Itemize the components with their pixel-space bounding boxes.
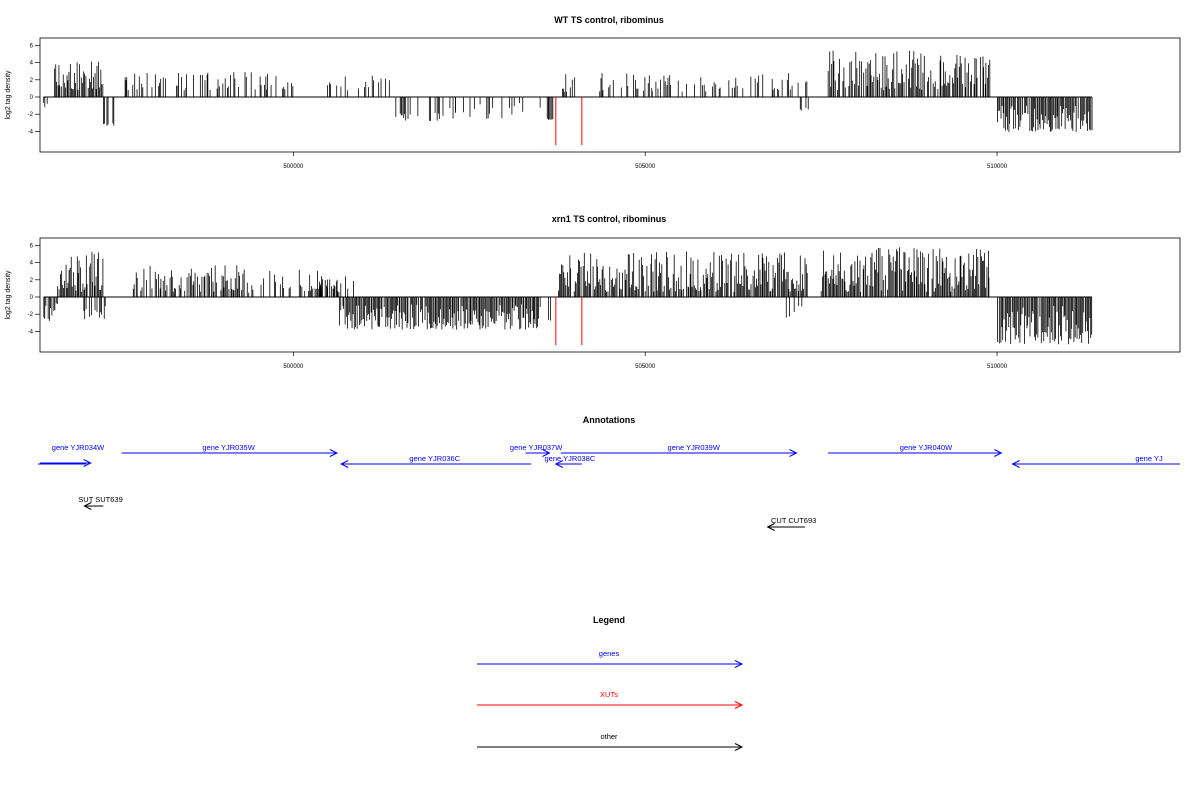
legend-label: other [600,732,618,741]
gene-label: gene YJR040W [900,443,953,452]
xrn1-plot-frame [39,237,1181,353]
gene-arrow [40,459,92,467]
gene-label: gene YJ [1135,454,1163,463]
wt-plot-frame [39,37,1181,153]
xrn1-x-tick-label: 510000 [987,364,1008,370]
xrn1-panel-title: xrn1 TS control, ribominus [552,214,667,224]
xrn1-y-tick-label: 6 [30,243,34,249]
gene-label: gene YJR036C [409,454,460,463]
gene-arrow [340,460,532,468]
wt-x-tick-label: 500000 [283,164,304,170]
wt-y-tick-label: 2 [30,78,34,84]
wt-x-tick-label: 510000 [987,164,1008,170]
wt-axes: -4 -2 0 2 4 6 500000 505000 510000 [28,43,1008,170]
xrn1-axes: -4 -2 0 2 4 6 500000 505000 510000 [28,243,1008,370]
legend-label: genes [599,649,620,658]
legend-arrow-0 [477,660,744,668]
xrn1-x-tick-label: 500000 [283,364,304,370]
xrn1-y-tick-label: 0 [30,295,34,301]
gene-label: gene YJR035W [202,443,255,452]
xrn1-y-tick-label: 4 [30,261,34,267]
wt-panel: WT TS control, ribominus log2 tag densit… [5,15,1181,170]
xrn1-x-tick-label: 505000 [635,364,656,370]
wt-panel-title: WT TS control, ribominus [554,15,664,25]
xrn1-panel: xrn1 TS control, ribominus log2 tag dens… [5,214,1181,370]
gene-arrow [525,449,551,457]
legend-arrow-1 [477,701,744,709]
xrn1-y-tick-label: -2 [28,312,34,318]
wt-y-tick-label: 0 [30,95,34,101]
legend-arrow-2 [477,743,744,751]
xrn1-y-tick-label: -4 [28,329,34,335]
annotations-track: Annotations gene YJR034W gene YJR035W gene… [38,415,1180,531]
xrn1-bars [43,247,1093,346]
legend-label: XUTs [600,690,618,699]
wt-y-axis-label: log2 tag density [5,70,12,120]
gene-arrow [121,449,339,457]
wt-y-tick-label: -2 [28,112,34,118]
legend-title: Legend [593,615,625,625]
annotations-title: Annotations [583,415,636,425]
wt-x-tick-label: 505000 [635,164,656,170]
xrn1-y-axis-label: log2 tag density [5,270,12,320]
gene-arrow [1011,460,1180,468]
wt-y-tick-label: -4 [28,129,34,135]
gene-arrow [554,460,582,468]
legend: Legend genes XUTs other [477,615,744,751]
other-label: SUT SUT639 [78,495,122,504]
gene-arrow [828,449,1003,457]
other-label: CUT CUT693 [771,516,816,525]
gene-label: gene YJR037W [510,443,563,452]
gene-arrow [560,449,798,457]
wt-y-tick-label: 4 [30,61,34,67]
other-arrow [766,523,805,531]
wt-y-tick-label: 6 [30,43,34,49]
other-arrow [83,502,104,510]
wt-bars [43,50,1093,146]
gene-label: gene YJR038C [545,454,596,463]
gene-label: gene YJR034W [52,443,105,452]
gene-label: gene YJR039W [668,443,721,452]
xrn1-y-tick-label: 2 [30,278,34,284]
